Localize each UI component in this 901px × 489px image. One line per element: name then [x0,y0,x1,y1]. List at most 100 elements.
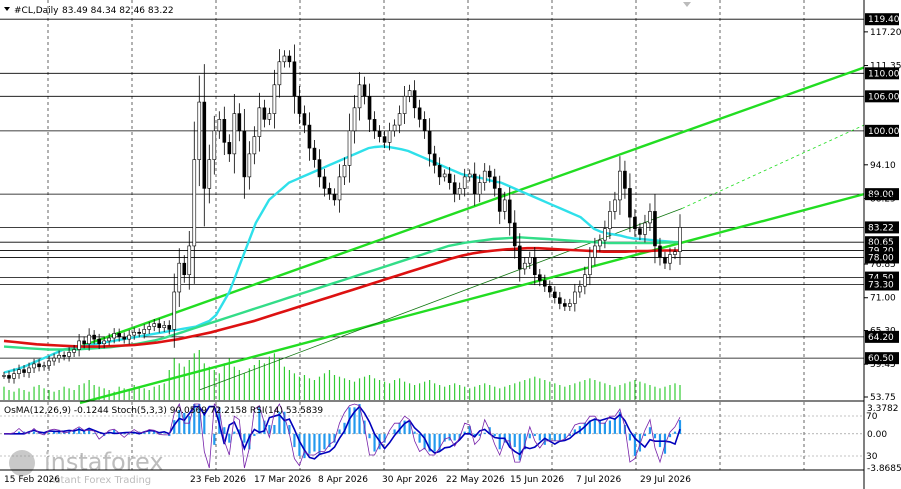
candle-body-125 [628,188,632,218]
candle-body-49 [247,153,252,178]
candle-body-23 [117,333,121,338]
candle-body-65 [327,188,332,195]
y-tick-label-3: 88.25 [870,194,896,204]
candle-body-30 [152,323,157,327]
candle-body-26 [132,331,136,336]
candle-body-41 [207,159,212,189]
level-label-10: 73.30 [868,280,894,290]
candle-body-133 [668,254,672,264]
ohlc-values: 83.49 84.34 82.46 83.22 [62,6,174,16]
candle-body-6 [32,363,36,369]
channel-upper [79,66,865,348]
y-tick-label-5: 71.00 [870,294,896,304]
candle-body-42 [212,130,217,160]
candle-body-115 [578,285,582,293]
candle-body-104 [522,262,527,270]
x-tick-label-1: 23 Feb 2026 [190,475,246,485]
candle-body-48 [242,130,247,178]
candle-body-108 [542,280,547,287]
candle-body-47 [237,113,242,132]
candle-body-29 [147,326,152,330]
candle-body-57 [287,55,292,63]
candle-body-46 [232,113,237,155]
candle-body-117 [588,257,592,276]
candle-body-44 [222,119,227,143]
chart-shift-marker-icon[interactable] [683,2,691,7]
x-tick-label-8: 29 Jul 2026 [640,475,691,485]
candle-body-120 [603,228,607,241]
level-label-11: 64.20 [868,333,894,343]
candle-body-67 [337,176,342,201]
level-badge-5 [865,221,899,234]
candle-body-81 [407,90,412,97]
candle-body-128 [643,222,647,235]
level-badge-8 [865,251,899,264]
y-tick-label-7: 59.45 [870,360,896,370]
candle-body-12 [62,354,66,357]
candle-body-34 [172,291,177,330]
candle-body-73 [367,96,372,120]
candle-body-74 [372,119,377,132]
candle-body-31 [157,323,162,328]
candle-body-61 [307,124,312,149]
time-axis: 15 Feb 2026 23 Feb 2026 17 Mar 2026 8 Apr 2… [4,475,691,485]
level-label-6: 80.65 [868,238,894,248]
candle-body-38 [192,159,197,247]
candle-body-53 [267,113,272,120]
candle-body-102 [512,222,517,247]
candle-body-113 [568,303,572,307]
candle-body-77 [387,130,392,143]
candle-body-25 [127,334,131,340]
rsi-level-label-0: 70 [866,412,878,422]
candle-body-106 [532,257,537,276]
dropdown-triangle-icon[interactable] [4,7,10,11]
candle-body-51 [257,107,262,137]
indicators-header: OsMA(12,26,9) -0.1244 Stoch(5,3,3) 90.05… [4,406,323,416]
candle-body-119 [598,239,602,247]
instaforex-logo-icon [9,450,35,476]
candle-body-88 [442,173,447,178]
x-tick-label-6: 15 Jun 2026 [510,475,564,485]
y-tick-label-1: 111.35 [870,62,901,72]
osc-tick-label-1: 0.00 [867,430,887,440]
watermark-tagline: Instant Forex Trading [46,475,151,486]
candle-body-1 [7,375,11,379]
candle-body-13 [67,352,71,357]
y-tick-label-6: 65.30 [870,327,896,337]
candle-body-11 [57,354,61,359]
candle-body-69 [347,130,352,166]
candle-body-82 [412,90,417,109]
candle-body-37 [187,245,192,276]
candle-body-132 [663,257,667,264]
candle-body-24 [122,336,126,340]
candle-body-90 [452,182,457,195]
candle-body-54 [272,84,277,114]
candle-body-59 [297,96,302,114]
candle-body-92 [462,176,467,189]
stoch-main-line [4,402,681,469]
candle-body-55 [277,61,282,86]
chart-header: #CL,Daily 83.49 84.34 82.46 83.22 [4,6,174,16]
candle-body-103 [517,245,522,270]
price-levels [0,18,864,359]
level-badge-2 [865,90,899,103]
x-tick-label-4: 30 Apr 2026 [382,475,438,485]
candle-body-89 [447,173,452,183]
candle-body-111 [558,297,562,304]
candle-body-110 [553,291,557,299]
candle-body-64 [322,176,327,189]
level-label-3: 100.00 [868,127,900,137]
symbol-label: #CL,Daily [14,6,59,16]
candle-body-98 [492,176,497,189]
candle-body-105 [527,257,532,264]
candle-body-112 [563,303,567,307]
level-label-2: 106.00 [868,92,900,102]
candle-body-96 [482,170,487,183]
candle-body-84 [422,119,427,132]
volume-bars [3,350,681,400]
level-badge-0 [865,13,899,26]
candle-body-32 [162,325,167,328]
osc-tick-label-0: 3.3782 [867,404,899,414]
candle-body-70 [352,107,357,132]
